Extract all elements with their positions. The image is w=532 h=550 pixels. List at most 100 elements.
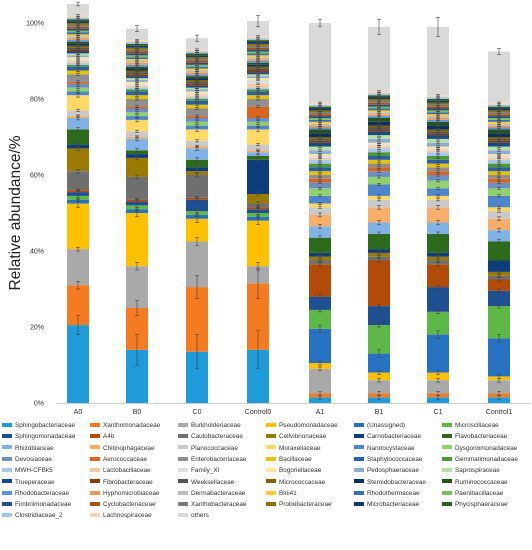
- bar-segment: [67, 74, 89, 82]
- bar-segment: [247, 159, 269, 194]
- bar-segment: [368, 207, 390, 223]
- bar-segment: [488, 241, 510, 261]
- bar-segment: [67, 171, 89, 191]
- legend-swatch: [178, 479, 188, 484]
- bar-segment: [488, 279, 510, 291]
- legend-item: Family_XI: [178, 466, 219, 476]
- bar-segment: [67, 249, 89, 286]
- bar-segment: [368, 372, 390, 381]
- bar-segment: [368, 195, 390, 200]
- bar-segment: [368, 222, 390, 234]
- legend-item: Cyclobacteriaceae: [90, 500, 156, 510]
- bar-segment: [427, 121, 449, 126]
- bar-segment: [186, 118, 208, 122]
- legend-label: Devosiaceae: [15, 455, 52, 463]
- bar-segment: [427, 311, 449, 335]
- bar-segment: [309, 23, 331, 103]
- legend-label: Microbacteriaceae: [367, 501, 420, 509]
- legend-label: Bacillaceae: [279, 455, 312, 463]
- bar-segment: [368, 397, 390, 403]
- bar-segment: [488, 207, 510, 212]
- bar-segment: [186, 129, 208, 141]
- bar-segment: [309, 207, 331, 215]
- bar-segment: [368, 252, 390, 257]
- legend-label: MWH-CFBk5: [15, 467, 53, 475]
- bar-segment: [427, 222, 449, 234]
- legend-label: (Unassigned): [367, 422, 406, 429]
- legend-label: Staphylococcaceae: [367, 455, 423, 463]
- bar-segment: [427, 199, 449, 208]
- legend-item: Microscillaceae: [442, 421, 499, 431]
- bar-segment: [427, 142, 449, 147]
- bar-segment: [126, 108, 148, 113]
- bar-segment: [488, 211, 510, 219]
- legend-label: Trueperaceae: [15, 478, 55, 486]
- bar-segment: [309, 159, 331, 164]
- bar-segment: [427, 156, 449, 160]
- bar-segment: [368, 118, 390, 122]
- legend-label: Burkholderiaceae: [191, 422, 241, 429]
- legend-label: Steroidobacteraceae: [367, 478, 426, 486]
- bar-segment: [309, 296, 331, 310]
- legend-item: Pedosphaeraceae: [354, 466, 419, 476]
- legend-label: Fimbriimonadaceae: [15, 501, 72, 509]
- legend-item: Lactobacillaceae: [90, 466, 151, 476]
- legend-item: Paenibacillaceae: [442, 489, 503, 499]
- bar-segment: [247, 283, 269, 350]
- legend-item: Aerococcaceae: [90, 455, 147, 465]
- legend-swatch: [178, 490, 188, 495]
- bar-segment: [368, 260, 390, 307]
- legend-label: Flavobacteriaceae: [455, 433, 508, 441]
- legend-item: Rhodobacteraceae: [2, 489, 69, 499]
- legend-item: Sphingomonadaceae: [2, 432, 75, 442]
- legend-item: Burkholderiaceae: [178, 421, 241, 431]
- bar-segment: [488, 397, 510, 403]
- bar-segment: [126, 213, 148, 267]
- legend-swatch: [354, 468, 364, 472]
- bar-segment: [247, 95, 269, 99]
- legend-item: Weeksellaceae: [178, 478, 234, 488]
- bar-segment: [368, 176, 390, 185]
- bar-segment: [309, 182, 331, 189]
- legend-item: Blrii41: [266, 489, 297, 499]
- bar-segment: [488, 182, 510, 189]
- x-axis-ticks: A0 B0 C0 Control0 A1 B1 C1 Control1: [74, 409, 513, 416]
- legend-swatch: [2, 422, 12, 427]
- bar-segment: [427, 163, 449, 168]
- bar-segment: [67, 325, 89, 403]
- bar-segment: [126, 99, 148, 107]
- legend-swatch: [266, 434, 276, 439]
- bar-segment: [488, 51, 510, 103]
- bar-segment: [368, 184, 390, 196]
- bar-segment: [309, 203, 331, 208]
- bar-segment: [186, 199, 208, 212]
- x-tick-label: C0: [193, 409, 202, 416]
- bar-segment: [368, 138, 390, 143]
- legend-item: Micrococcaceae: [266, 478, 325, 488]
- bar-segment: [186, 148, 208, 160]
- bar-segment: [427, 175, 449, 181]
- bar-segment: [488, 159, 510, 164]
- legend-label: Aerococcaceae: [103, 455, 148, 463]
- bar-segment: [368, 148, 390, 153]
- legend-item: Dysgonomonadaceae: [442, 444, 517, 454]
- legend-label: Enterobacteriaceae: [191, 455, 247, 463]
- bar-segment: [67, 66, 89, 71]
- bar-segment: [427, 334, 449, 373]
- legend-swatch: [266, 445, 276, 450]
- legend-item: Moraxellaceae: [266, 444, 321, 454]
- bar-segment: [488, 142, 510, 147]
- legend-item: Nannocystaceae: [354, 444, 415, 454]
- legend-swatch: [354, 434, 364, 439]
- bar-segment: [427, 233, 449, 253]
- legend-label: Lachnospiraceae: [103, 512, 152, 520]
- legend-item: Fibrobacteraceae: [90, 478, 153, 488]
- legend-swatch: [90, 445, 100, 450]
- bar-segment: [488, 129, 510, 134]
- legend-swatch: [178, 434, 188, 439]
- bar-segment: [427, 264, 449, 288]
- bar-segment: [67, 148, 89, 172]
- bar-segment: [247, 21, 269, 37]
- legend-item: Staphylococcaceae: [354, 455, 422, 465]
- bar-segment: [309, 363, 331, 369]
